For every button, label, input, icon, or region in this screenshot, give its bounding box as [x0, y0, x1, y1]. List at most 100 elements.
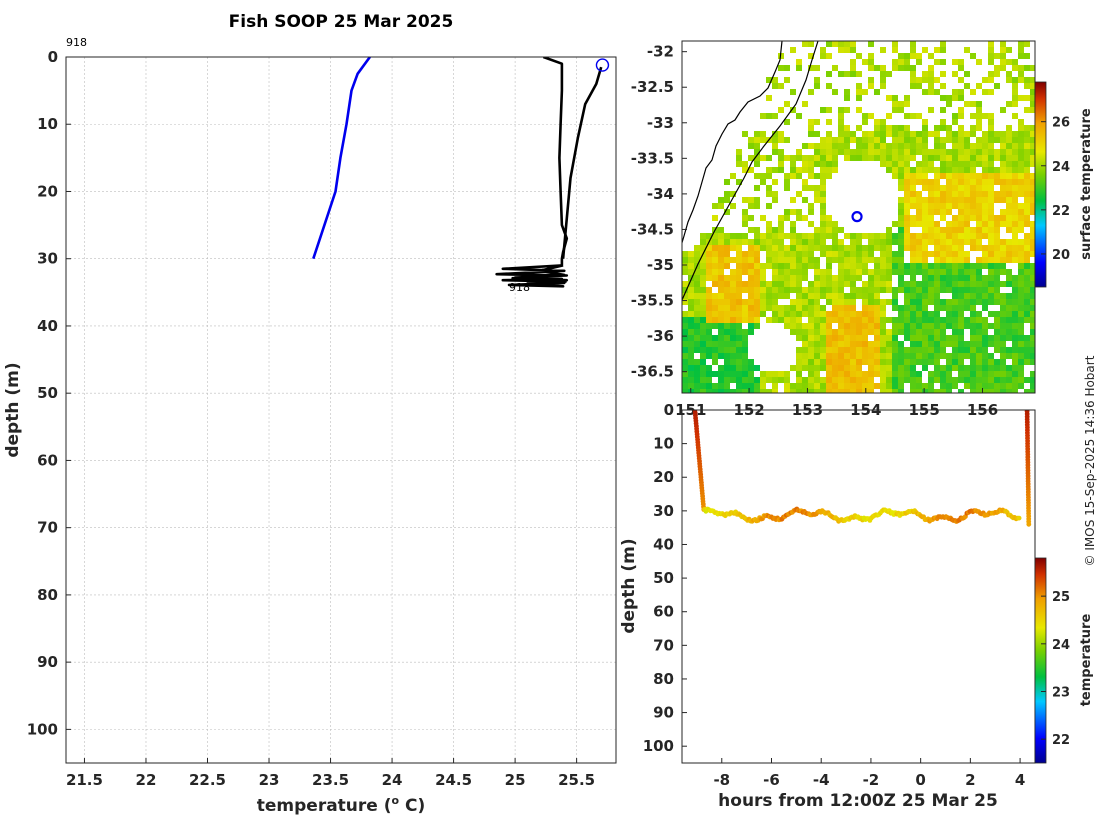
sst-cell	[1018, 305, 1024, 311]
sst-cell	[838, 299, 844, 305]
sst-cell	[748, 305, 754, 311]
sst-cell	[994, 275, 1000, 281]
sst-cell	[1024, 287, 1030, 293]
sst-cell	[946, 311, 952, 317]
sst-cell	[892, 143, 898, 149]
sst-cell	[742, 287, 748, 293]
sst-cell	[766, 185, 772, 191]
sst-cell	[1006, 101, 1012, 107]
section-y-tick-label: 100	[643, 737, 674, 755]
sst-cell	[832, 383, 838, 389]
sst-cell	[952, 155, 958, 161]
sst-cell	[688, 353, 694, 359]
sst-cell	[982, 365, 988, 371]
sst-cell	[946, 149, 952, 155]
sst-cell	[946, 239, 952, 245]
sst-cell	[814, 305, 820, 311]
sst-cell	[1024, 143, 1030, 149]
sst-cell	[1024, 299, 1030, 305]
sst-cell	[958, 317, 964, 323]
sst-cell	[898, 359, 904, 365]
sst-cell	[724, 341, 730, 347]
sst-cell	[940, 227, 946, 233]
sst-cell	[820, 323, 826, 329]
sst-cell	[1024, 137, 1030, 143]
sst-cell	[766, 245, 772, 251]
sst-cell	[1000, 221, 1006, 227]
sst-cell	[1000, 323, 1006, 329]
sst-cell	[916, 179, 922, 185]
section-x-tick-label: -6	[763, 771, 780, 789]
sst-cell	[958, 179, 964, 185]
sst-cell	[898, 239, 904, 245]
sst-cell	[922, 245, 928, 251]
sst-cell	[970, 113, 976, 119]
sst-cell	[796, 263, 802, 269]
sst-cell	[850, 389, 856, 393]
sst-cell	[1030, 311, 1035, 317]
sst-cell	[952, 203, 958, 209]
sst-cell	[982, 275, 988, 281]
sst-cell	[784, 137, 790, 143]
sst-cell	[880, 65, 886, 71]
sst-cell	[1006, 377, 1012, 383]
sst-cell	[940, 299, 946, 305]
sst-cell	[994, 257, 1000, 263]
sst-cell	[994, 263, 1000, 269]
sst-cell	[826, 383, 832, 389]
sst-cell	[694, 317, 700, 323]
sst-cell	[880, 311, 886, 317]
sst-cell	[706, 317, 712, 323]
sst-cell	[928, 293, 934, 299]
sst-cell	[862, 305, 868, 311]
sst-cell	[844, 335, 850, 341]
sst-cell	[1030, 191, 1035, 197]
sst-cell	[946, 179, 952, 185]
sst-cell	[802, 293, 808, 299]
sst-cell	[988, 269, 994, 275]
sst-cell	[718, 197, 724, 203]
sst-cell	[730, 329, 736, 335]
sst-cell	[850, 59, 856, 65]
sst-cell	[838, 143, 844, 149]
sst-cell	[874, 341, 880, 347]
sst-cell	[934, 335, 940, 341]
sst-cell	[694, 251, 700, 257]
sst-cell	[790, 155, 796, 161]
sst-cell	[700, 245, 706, 251]
sst-cell	[736, 251, 742, 257]
sst-cell	[748, 359, 754, 365]
sst-cell	[1024, 377, 1030, 383]
map-y-tick-label: -33	[647, 114, 674, 132]
sst-cell	[940, 329, 946, 335]
sst-cell	[946, 101, 952, 107]
map-panel: 151 152 153 154 155 156 -32-32.5-33-33.5-34-3…	[631, 40, 1094, 419]
sst-cell	[922, 317, 928, 323]
sst-cell	[766, 239, 772, 245]
sst-cell	[1024, 197, 1030, 203]
sst-cell	[802, 383, 808, 389]
sst-cell	[934, 125, 940, 131]
sst-cell	[790, 263, 796, 269]
sst-cell	[892, 107, 898, 113]
sst-cell	[898, 353, 904, 359]
sst-cell	[784, 257, 790, 263]
sst-cell	[802, 239, 808, 245]
sst-cell	[940, 95, 946, 101]
sst-cell	[1012, 275, 1018, 281]
sst-cell	[850, 305, 856, 311]
sst-cell	[862, 377, 868, 383]
sst-cell	[742, 359, 748, 365]
sst-cell	[814, 389, 820, 393]
sst-cell	[682, 377, 688, 383]
sst-cell	[772, 275, 778, 281]
sst-cell	[880, 137, 886, 143]
sst-cell	[874, 305, 880, 311]
sst-cell	[1012, 365, 1018, 371]
sst-cell	[898, 269, 904, 275]
sst-cell	[970, 53, 976, 59]
sst-cell	[958, 167, 964, 173]
sst-cell	[952, 131, 958, 137]
sst-cell	[1024, 203, 1030, 209]
sst-cell	[910, 203, 916, 209]
